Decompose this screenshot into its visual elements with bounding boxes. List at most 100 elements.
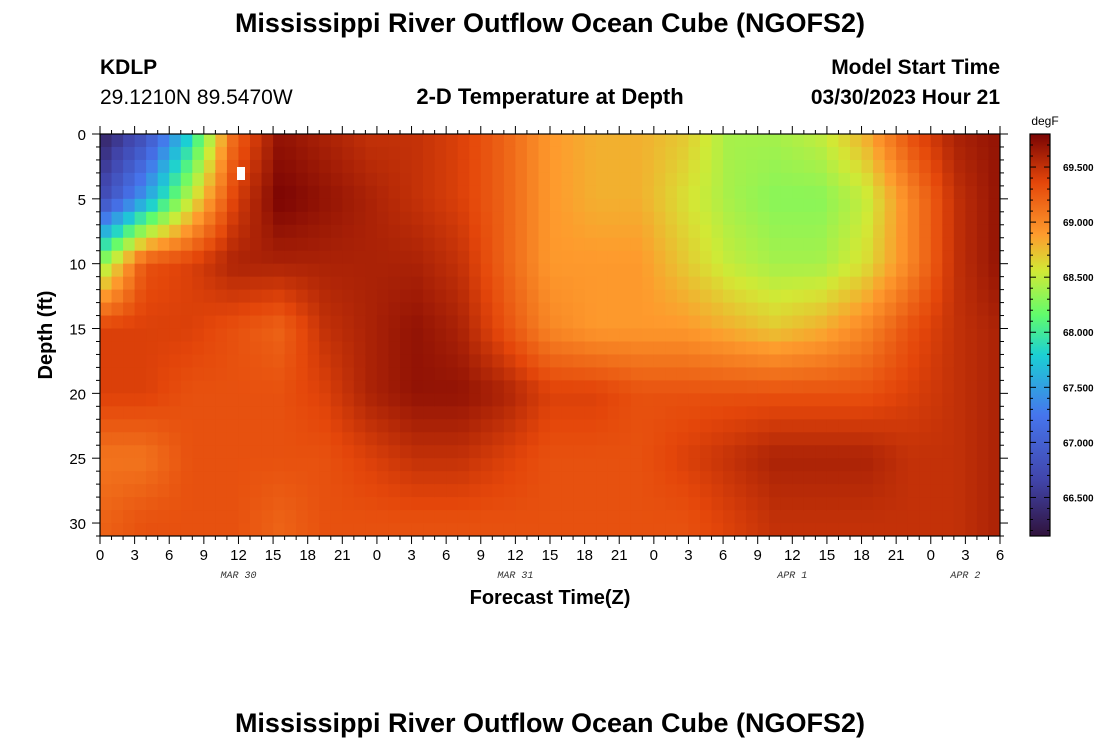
heatmap-cell (400, 237, 413, 252)
heatmap-cell (573, 315, 586, 330)
heatmap-cell (734, 211, 747, 226)
heatmap-cell (873, 510, 886, 524)
heatmap-cell (411, 445, 424, 459)
heatmap-cell (342, 484, 355, 498)
heatmap-cell (607, 458, 620, 472)
colorbar-unit: degF (1031, 114, 1058, 128)
x-tick-label: 15 (265, 547, 282, 564)
heatmap-cell (734, 172, 747, 187)
heatmap-cell (780, 146, 793, 161)
heatmap-cell (319, 146, 332, 161)
heatmap-cell (238, 289, 251, 304)
heatmap-cell (607, 523, 620, 536)
heatmap-cell (400, 172, 413, 187)
heatmap-cell (688, 432, 701, 446)
heatmap-cell (296, 458, 309, 472)
heatmap-cell (526, 302, 540, 317)
heatmap-cell (734, 523, 747, 536)
heatmap-cell (146, 185, 159, 200)
heatmap-cell (792, 354, 805, 369)
heatmap-cell (861, 185, 874, 200)
heatmap-cell (642, 393, 655, 407)
station-coordinates: 29.1210N 89.5470W (100, 86, 293, 109)
heatmap-cell (423, 497, 436, 511)
heatmap-cell (503, 159, 516, 174)
heatmap-cell (676, 354, 690, 369)
heatmap-cell (826, 237, 840, 252)
heatmap-cell (976, 302, 990, 317)
heatmap-cell (469, 198, 482, 213)
heatmap-cell (330, 302, 343, 317)
heatmap-cell (250, 237, 263, 252)
heatmap-cell (111, 315, 124, 330)
heatmap-cell (896, 237, 909, 252)
heatmap-cell (919, 276, 932, 291)
heatmap-cell (469, 159, 482, 174)
heatmap-cell (111, 250, 124, 265)
heatmap-cell (457, 198, 470, 213)
heatmap-cell (642, 354, 655, 369)
heatmap-cell (850, 445, 863, 459)
heatmap-cell (203, 250, 216, 265)
heatmap-cell (411, 484, 424, 498)
heatmap-cell (561, 354, 574, 369)
heatmap-cell (503, 419, 516, 433)
heatmap-cell (146, 328, 159, 343)
heatmap-cell (469, 510, 482, 524)
heatmap-cell (434, 523, 447, 536)
heatmap-cell (988, 134, 1000, 148)
heatmap-cell (111, 406, 124, 420)
heatmap-cell (376, 237, 390, 252)
heatmap-cell (307, 315, 320, 330)
heatmap-cell (803, 237, 816, 252)
heatmap-cell (388, 198, 401, 213)
heatmap-cell (561, 341, 574, 356)
heatmap-cell (388, 302, 401, 317)
heatmap-cell (988, 159, 1000, 174)
heatmap-cell (330, 432, 343, 446)
heatmap-cell (573, 510, 586, 524)
heatmap-cell (596, 146, 609, 161)
heatmap-cell (365, 134, 378, 148)
heatmap-cell (123, 445, 136, 459)
heatmap-cell (492, 172, 505, 187)
heatmap-cell (630, 328, 643, 343)
heatmap-cell (619, 523, 632, 536)
heatmap-cell (111, 289, 124, 304)
heatmap-cell (803, 432, 816, 446)
heatmap-cell (826, 250, 840, 265)
heatmap-cell (146, 159, 159, 174)
heatmap-cell (757, 445, 770, 459)
heatmap-cell (446, 393, 459, 407)
heatmap-cell (330, 380, 343, 394)
heatmap-cell (273, 172, 286, 187)
heatmap-cell (550, 237, 563, 252)
heatmap-cell (573, 419, 586, 433)
heatmap-cell (907, 276, 920, 291)
heatmap-cell (688, 159, 701, 174)
heatmap-cell (700, 263, 713, 278)
heatmap-cell (930, 354, 943, 369)
heatmap-cell (653, 315, 666, 330)
heatmap-cell (550, 263, 563, 278)
heatmap-cell (573, 497, 586, 511)
heatmap-cell (307, 263, 320, 278)
heatmap-cell (619, 367, 632, 381)
heatmap-cell (711, 237, 724, 252)
heatmap-cell (342, 497, 355, 511)
heatmap-cell (757, 367, 770, 381)
heatmap-cell (100, 172, 113, 187)
heatmap-cell (561, 458, 574, 472)
heatmap-cell (988, 367, 1000, 381)
heatmap-cell (676, 172, 690, 187)
heatmap-cell (469, 263, 482, 278)
heatmap-cell (215, 134, 228, 148)
heatmap-cell (307, 393, 320, 407)
heatmap-cell (330, 276, 343, 291)
heatmap-cell (434, 354, 447, 369)
heatmap-cell (457, 380, 470, 394)
heatmap-cell (100, 406, 113, 420)
heatmap-cell (965, 432, 978, 446)
heatmap-cell (884, 497, 897, 511)
heatmap-cell (792, 276, 805, 291)
